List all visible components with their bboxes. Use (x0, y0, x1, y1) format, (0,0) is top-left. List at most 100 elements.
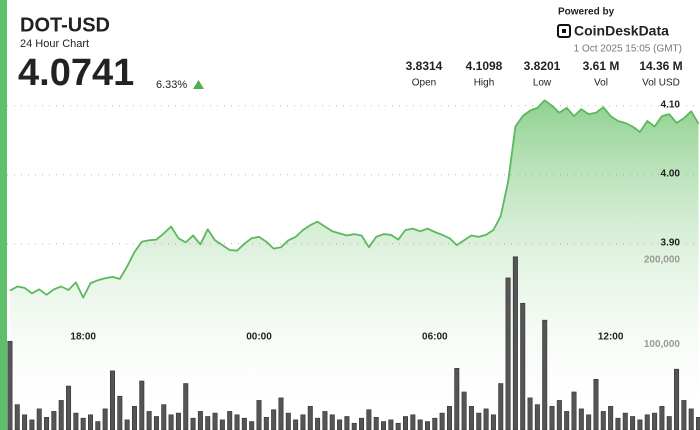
stat-value: 14.36 M (639, 59, 682, 73)
powered-by: Powered by (558, 7, 615, 18)
stat-label: Vol (594, 78, 608, 89)
stat-value: 3.8314 (406, 59, 443, 73)
volume-bar (190, 417, 196, 430)
price: 4.0741 (18, 52, 134, 94)
y-tick-label: 4.10 (661, 99, 681, 110)
volume-bar (652, 412, 658, 430)
volume-bar (410, 414, 416, 430)
volume-bar (263, 417, 269, 430)
volume-bar (175, 412, 181, 430)
volume-bar (468, 406, 474, 430)
price-line (9, 99, 700, 299)
volume-bar (505, 277, 511, 430)
volume-bar (88, 414, 94, 430)
volume-bar (197, 411, 203, 430)
volume-bar (337, 419, 343, 430)
volume-bar (381, 421, 387, 430)
logo-icon (557, 24, 571, 38)
volume-bar (388, 419, 394, 430)
volume-bar (234, 414, 240, 430)
volume-bar (329, 414, 335, 430)
volume-bar (630, 416, 636, 430)
volume-bar (666, 416, 672, 430)
volume-bar (124, 419, 130, 430)
volume-bar (439, 412, 445, 430)
volume-bar (461, 391, 467, 430)
volume-bar (483, 408, 489, 430)
volume-bar (688, 408, 694, 430)
volume-bar (153, 416, 159, 430)
timestamp: 1 Oct 2025 15:05 (GMT) (574, 44, 682, 55)
volume-bar (417, 419, 423, 430)
volume-bar (586, 414, 592, 430)
stat-label: High (474, 78, 495, 89)
stat-label: Low (533, 78, 552, 89)
volume-bar (549, 406, 555, 430)
volume-bar (534, 404, 540, 430)
volume-bar (109, 370, 115, 430)
stat-label: Open (412, 78, 436, 89)
volume-bar (490, 414, 496, 430)
volume-bar (227, 411, 233, 430)
volume-bar (241, 417, 247, 430)
volume-bar (183, 383, 189, 430)
y2-tick-label: 200,000 (644, 255, 681, 266)
volume-bar (249, 421, 255, 430)
volume-bar (359, 417, 365, 430)
volume-bar (293, 419, 299, 430)
change: 6.33% (156, 79, 187, 91)
x-tick-label: 12:00 (598, 332, 624, 343)
volume-bar (659, 406, 665, 430)
volume-bar (432, 417, 438, 430)
volume-bar (51, 411, 57, 430)
volume-bar (58, 400, 64, 430)
volume-bar (307, 406, 313, 430)
volume-bar (73, 412, 79, 430)
volume-bar (29, 419, 35, 430)
title: DOT-USD (20, 14, 110, 36)
volume-bar (285, 412, 291, 430)
stat-label: Vol USD (642, 78, 680, 89)
volume-bar (512, 256, 518, 430)
volume-bar (300, 414, 306, 430)
volume-bar (681, 400, 687, 430)
volume-bar (395, 422, 401, 430)
volume-bar (527, 397, 533, 430)
volume-bar (95, 421, 101, 430)
volume-bar (7, 340, 13, 430)
plot: 3.90 4.00 4.10 100,000 200,000 18:00 00:00 06:0… (7, 99, 700, 430)
volume-bar (403, 416, 409, 430)
volume-bar (102, 408, 108, 430)
volume-bar (498, 383, 504, 430)
price-area (9, 100, 699, 430)
volume-bar (351, 422, 357, 430)
stat-value: 3.8201 (524, 59, 561, 73)
stats: 3.8314 Open 4.1098 High 3.8201 Low 3.61 M Vol 14… (406, 59, 683, 88)
volume-bar (637, 419, 643, 430)
volume-bar (66, 385, 72, 430)
accent-bar (0, 0, 7, 430)
x-tick-label: 06:00 (422, 332, 448, 343)
volume-bar (117, 395, 123, 430)
volume-bar (454, 368, 460, 430)
y2-tick-label: 100,000 (644, 339, 681, 350)
x-tick-label: 00:00 (246, 332, 272, 343)
subtitle: 24 Hour Chart (20, 38, 89, 50)
volume-bar (212, 412, 218, 430)
volume-bar (564, 411, 570, 430)
volume-bar (146, 411, 152, 430)
volume-bar (556, 400, 562, 430)
volume-bar (219, 419, 225, 430)
volume-bar (44, 417, 50, 430)
up-arrow (193, 80, 204, 89)
volume-bar (674, 368, 680, 430)
volume-bar (593, 378, 599, 430)
volume-bar (271, 409, 277, 430)
volume-bar (139, 380, 145, 430)
volume-bar (578, 408, 584, 430)
volume-bar (446, 406, 452, 430)
brand: CoinDeskData (574, 23, 669, 39)
y-tick-label: 4.00 (661, 168, 681, 179)
